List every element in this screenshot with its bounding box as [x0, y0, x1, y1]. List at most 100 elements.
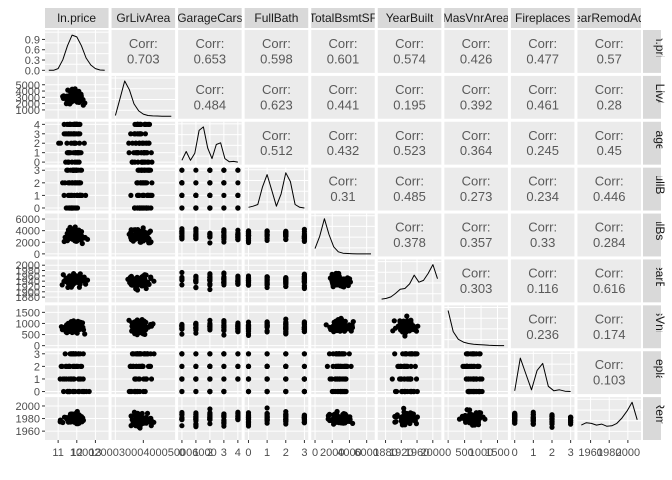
y-tick-label: 0 [34, 249, 40, 261]
scatter-point [335, 317, 341, 323]
scatter-point [64, 150, 70, 156]
scatter-point [193, 376, 199, 382]
y-tick-label: 4000 [16, 226, 40, 238]
y-tick-label: 3 [34, 349, 40, 361]
scatter-point [264, 237, 270, 243]
scatter-point [221, 167, 227, 173]
scatter-point [179, 269, 185, 276]
scatter-point [146, 159, 152, 165]
scatter-point [60, 376, 66, 382]
strip-top [577, 8, 641, 28]
strip-top [510, 8, 575, 28]
y-tick-label: 5000 [16, 80, 40, 92]
scatter-point [79, 240, 85, 247]
scatter-point [477, 351, 483, 357]
corr-label: Corr: [329, 174, 358, 189]
scatter-point [390, 328, 396, 334]
scatter-point [141, 159, 147, 165]
scatter-point [84, 236, 91, 242]
scatter-point [207, 351, 213, 357]
panel-background [444, 259, 508, 303]
scatter-point [399, 422, 405, 428]
panel-background [510, 259, 575, 303]
scatter-point [398, 376, 404, 382]
y-tick-label: 1960 [16, 271, 40, 283]
y-tick-label: 6000 [16, 214, 40, 226]
corr-value: 0.512 [260, 143, 293, 158]
scatter-point [75, 420, 81, 426]
scatter-point [146, 281, 152, 287]
scatter-point [512, 420, 518, 426]
scatter-point [332, 412, 339, 418]
strip-title-top: ln.price [57, 11, 96, 25]
scatter-point [402, 351, 408, 357]
panel-background [510, 121, 575, 165]
scatter-point [58, 324, 64, 330]
scatter-point [72, 86, 78, 92]
scatter-point [474, 363, 480, 369]
scatter-point [148, 423, 154, 429]
corr-value: 0.284 [593, 235, 626, 250]
scatter-point [82, 331, 88, 337]
panel-background [311, 167, 375, 211]
scatter-point [283, 319, 289, 325]
strip-title-right: YearBuilt [653, 257, 667, 305]
scatter-point [207, 272, 213, 278]
scatter-point [193, 321, 199, 327]
scatter-point [129, 351, 136, 357]
scatter-point [127, 388, 134, 395]
panel-background [244, 213, 309, 257]
y-tick-label: 1000 [16, 318, 40, 330]
panel-background [444, 305, 508, 349]
y-tick-label: 0 [34, 341, 40, 353]
scatter-point [334, 388, 340, 395]
strip-title-top: GrLivArea [116, 11, 170, 25]
scatter-point [70, 205, 76, 211]
panel-background [377, 259, 442, 303]
scatter-point [193, 327, 199, 333]
corr-label: Corr: [528, 174, 557, 189]
scatter-point [221, 192, 227, 198]
scatter-point [193, 236, 199, 242]
scatter-point [126, 140, 132, 146]
x-tick-label: 1960 [578, 447, 602, 459]
scatter-point [301, 351, 307, 357]
corr-value: 0.31 [330, 189, 355, 204]
corr-label: Corr: [528, 36, 557, 51]
x-tick-label: 1000 [469, 447, 493, 459]
scatter-point [136, 376, 143, 382]
scatter-point [148, 150, 154, 156]
scatter-point [343, 388, 349, 395]
scatter-point [207, 192, 213, 198]
scatter-point [412, 351, 418, 357]
scatter-point [70, 277, 76, 283]
panel-background [311, 30, 375, 73]
density-curve [381, 264, 438, 300]
scatter-point [459, 413, 465, 419]
corr-label: Corr: [395, 36, 424, 51]
scatter-point [301, 235, 307, 241]
x-tick-label: 1500 [485, 447, 509, 459]
scatter-point [245, 331, 252, 337]
panel-background [178, 30, 242, 73]
corr-value: 0.116 [527, 281, 559, 296]
strip-title-right: ln.price [653, 32, 667, 71]
corr-value: 0.236 [526, 327, 559, 342]
scatter-point [410, 417, 416, 423]
panel-background [178, 75, 242, 119]
scatter-point [235, 324, 241, 330]
panel-background [444, 213, 508, 257]
scatter-point [221, 420, 227, 426]
scatter-point [207, 410, 213, 416]
strip-top [178, 8, 242, 28]
scatter-point [137, 425, 143, 431]
scatter-point [207, 320, 213, 327]
scatter-point [126, 150, 132, 156]
scatter-point [344, 275, 351, 281]
corr-label: Corr: [462, 174, 491, 189]
density-curve [48, 34, 105, 71]
scatter-point [63, 363, 69, 369]
panel-background [577, 167, 641, 211]
panel-background [311, 75, 375, 119]
scatter-point [221, 271, 227, 277]
